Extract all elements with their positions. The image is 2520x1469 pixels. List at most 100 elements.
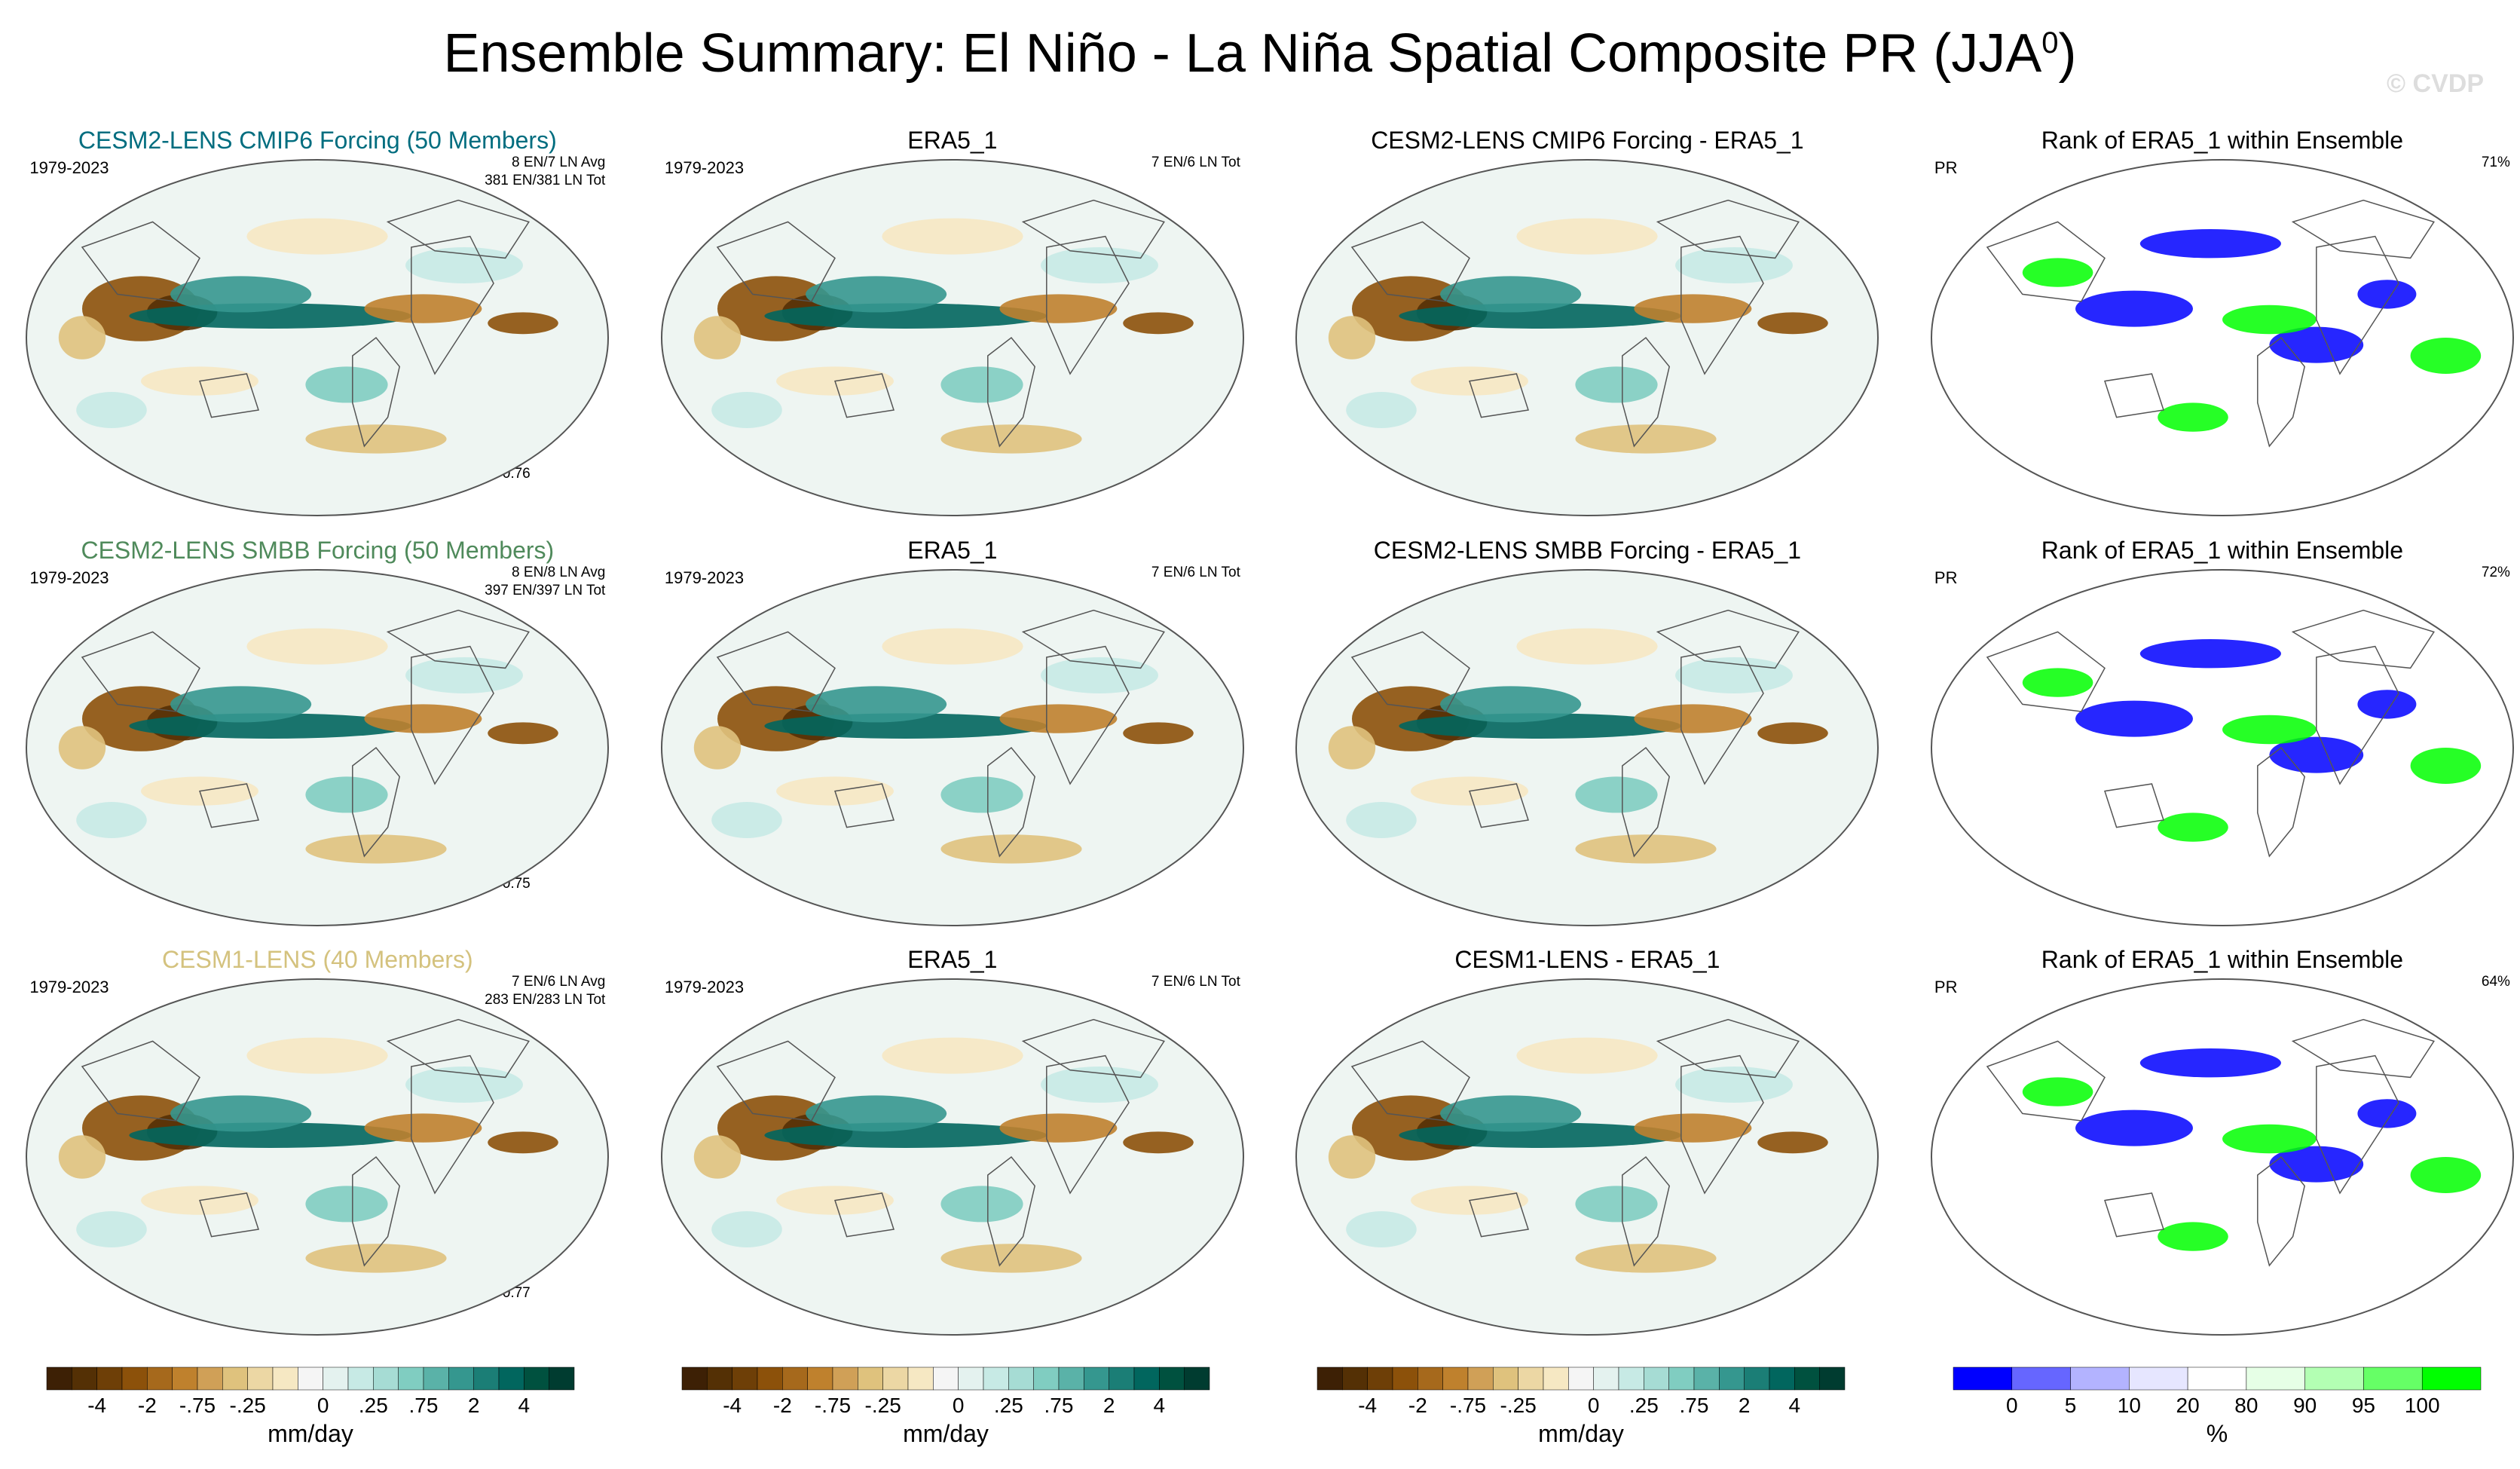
continent-outline <box>1986 1040 2106 1122</box>
colorbar-units-label: % <box>2206 1420 2228 1447</box>
colorbar-segment <box>1159 1366 1185 1391</box>
continent-outline <box>986 1155 1035 1267</box>
field-anomaly-region <box>1329 316 1376 360</box>
continent-outline <box>1021 199 1165 259</box>
field-anomaly-region <box>405 1067 524 1103</box>
colorbar-segment <box>707 1366 732 1391</box>
field-anomaly-region <box>488 1131 559 1154</box>
continent-outline <box>2291 1018 2435 1079</box>
field-anomaly-region <box>2269 326 2364 363</box>
field-anomaly-region <box>1399 713 1682 739</box>
continent-outline <box>1469 783 1530 828</box>
map-border <box>1295 978 1879 1336</box>
continent-outline <box>199 1192 260 1238</box>
field-anomaly-region <box>882 1037 1023 1074</box>
colorbar-segment <box>1744 1366 1770 1391</box>
colorbar-tick-label: -4 <box>1358 1394 1377 1417</box>
continent-outline <box>81 1040 201 1122</box>
map-background <box>1931 979 2513 1335</box>
stat-line-2: 397 EN/397 LN Tot <box>485 583 606 598</box>
continent-outline <box>2291 609 2435 669</box>
colorbar-tick-label: -.25 <box>230 1394 266 1417</box>
colorbar-segment <box>2011 1366 2071 1391</box>
field-anomaly-region <box>2075 290 2193 327</box>
colorbar-tick-label: 90 <box>2293 1394 2317 1417</box>
colorbar-tick-label: -2 <box>138 1394 157 1417</box>
map-panel: CESM2-LENS CMIP6 Forcing - ERA5_1 <box>1286 127 1888 519</box>
panel-title: ERA5_1 <box>907 946 998 973</box>
field-anomaly-region <box>711 802 782 838</box>
colorbar-svg: -4 -2 -.75 -.25 0 .25 .75 2 4 <box>681 1366 1210 1417</box>
period-label: 1979-2023 <box>29 568 109 587</box>
map-svg <box>1930 978 2514 1336</box>
field-anomaly-region <box>1346 392 1418 428</box>
field-anomaly-region <box>364 294 482 323</box>
field-anomaly-region <box>940 776 1023 813</box>
field-anomaly-region <box>2222 305 2317 335</box>
field-anomaly-region <box>2139 229 2281 259</box>
continent-outline <box>352 746 401 858</box>
colorbar-segment <box>96 1366 123 1391</box>
colorbar-segment <box>1493 1366 1518 1391</box>
map-panel: CESM2-LENS SMBB Forcing (50 Members) 1979… <box>16 537 619 929</box>
field-anomaly-region <box>2139 1048 2281 1078</box>
field-anomaly-region <box>1575 1244 1717 1273</box>
colorbar-segment <box>398 1366 424 1391</box>
field-anomaly-region <box>693 1135 742 1179</box>
continent-outline <box>2315 235 2399 375</box>
field-anomaly-region <box>940 1244 1082 1273</box>
field-anomaly-region <box>1516 218 1658 255</box>
colorbar-segment <box>1342 1366 1368 1391</box>
map-border <box>1930 159 2514 516</box>
continent-outline <box>1045 1054 1130 1195</box>
field-anomaly-region <box>1675 247 1794 283</box>
panel-title: Rank of ERA5_1 within Ensemble <box>2041 537 2404 564</box>
map-border <box>1930 978 2514 1336</box>
colorbar-tick-label: .75 <box>1044 1394 1074 1417</box>
map-svg <box>26 569 610 926</box>
field-anomaly-region <box>999 704 1118 733</box>
map-svg <box>26 978 610 1336</box>
colorbar-svg: 0 5 10 20 80 90 95 100 <box>1953 1366 2482 1417</box>
colorbar-segment <box>882 1366 909 1391</box>
map-panel: CESM2-LENS SMBB Forcing - ERA5_1 <box>1286 537 1888 929</box>
continent-outline <box>986 336 1035 448</box>
colorbar-segment <box>1618 1366 1644 1391</box>
field-anomaly-region <box>1675 1067 1794 1103</box>
colorbar-segment <box>1084 1366 1109 1391</box>
map-panel: ERA5_1 1979-2023 7 EN/6 LN Tot <box>651 946 1254 1338</box>
continent-outline <box>1351 631 1471 712</box>
field-anomaly-region <box>940 1186 1023 1223</box>
continent-outline <box>2103 1192 2164 1238</box>
continent-outline <box>1021 609 1165 669</box>
colorbar-segment <box>1367 1366 1393 1391</box>
colorbar-tick-label: 4 <box>518 1394 531 1417</box>
colorbar-segment <box>1109 1366 1135 1391</box>
map-panel: CESM1-LENS - ERA5_1 <box>1286 946 1888 1338</box>
continent-outline <box>2315 1054 2399 1195</box>
colorbar-tick-label: -2 <box>773 1394 792 1417</box>
colorbar-svg: -4 -2 -.75 -.25 0 .25 .75 2 4 <box>1317 1366 1846 1417</box>
colorbar-segment <box>423 1366 449 1391</box>
continent-outline <box>716 631 836 712</box>
colorbar-segment <box>907 1366 934 1391</box>
panel-stats: 7 EN/6 LN Tot <box>1151 154 1240 172</box>
map-background <box>1931 160 2513 516</box>
colorbar-segment <box>1033 1366 1060 1391</box>
field-anomaly-region <box>882 218 1023 255</box>
panel-title: CESM2-LENS SMBB Forcing - ERA5_1 <box>1373 537 1802 564</box>
continent-outline <box>81 221 201 302</box>
period-label: 1979-2023 <box>664 978 745 996</box>
colorbar-segment <box>1418 1366 1443 1391</box>
map-svg <box>1930 569 2514 926</box>
colorbar-segment <box>1184 1366 1210 1391</box>
colorbar-tick-label: 95 <box>2352 1394 2375 1417</box>
continent-outline <box>411 1054 495 1195</box>
map-panel: CESM1-LENS (40 Members) 1979-2023 7 EN/6 L… <box>16 946 619 1338</box>
colorbar-segment <box>272 1366 298 1391</box>
continent-outline <box>1986 631 2106 712</box>
field-anomaly-region <box>2158 813 2228 842</box>
panel-title: ERA5_1 <box>907 127 998 154</box>
field-anomaly-region <box>805 276 947 313</box>
field-anomaly-region <box>305 1244 447 1273</box>
